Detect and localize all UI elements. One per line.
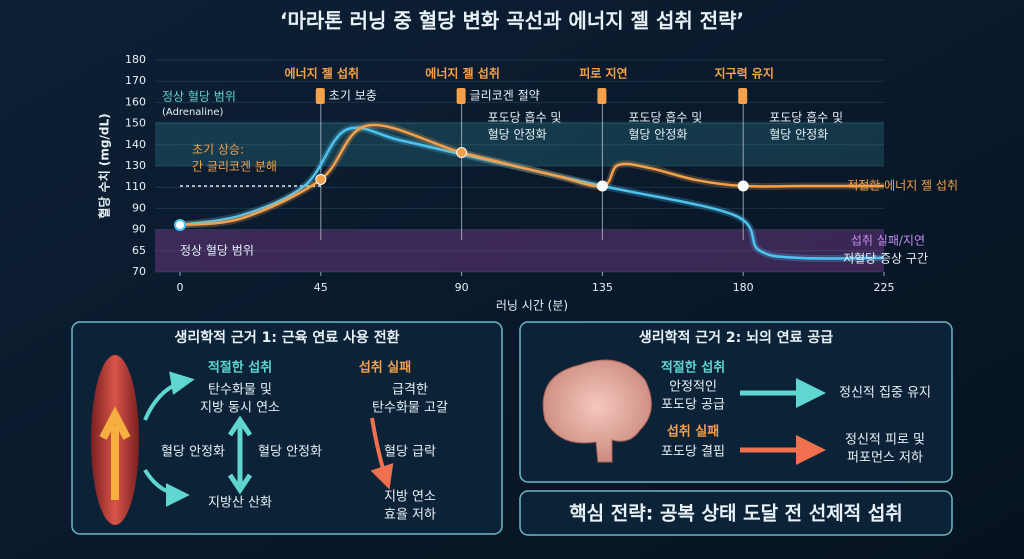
y-tick-label: 160 xyxy=(125,95,146,108)
marker xyxy=(315,173,327,185)
y-tick-label: 65 xyxy=(132,244,146,257)
annotation: 초기 상승: xyxy=(192,143,244,157)
gel-icon xyxy=(315,88,325,104)
event-sub: 포도당 흡수 및 xyxy=(628,111,702,125)
event-title: 피로 지연 xyxy=(579,66,627,81)
y-tick-label: 150 xyxy=(125,117,146,130)
marker xyxy=(174,218,186,231)
text: 혈당 급락 xyxy=(384,445,436,460)
band xyxy=(155,121,884,166)
y-tick-label: 140 xyxy=(125,138,146,151)
text: 혈당 안정화 xyxy=(161,445,225,460)
text: 탄수화물 및 xyxy=(208,383,272,398)
x-tick-label: 135 xyxy=(592,281,613,294)
annotation: 간 글리코겐 분해 xyxy=(192,160,277,174)
event-title: 에너지 젤 섭취 xyxy=(284,66,359,81)
text: 탄수화물 고갈 xyxy=(372,401,448,416)
x-tick-label: 225 xyxy=(874,281,895,294)
y-tick-label: 170 xyxy=(125,74,146,87)
text: 정신적 피로 및 xyxy=(845,433,925,448)
arrow xyxy=(143,468,190,507)
plot: 정상 혈당 범위 (Adrenaline) 정상 혈당 범위 180 170 160 150… xyxy=(97,53,959,313)
text: 지방 연소 xyxy=(384,490,436,505)
text: 퍼포먼스 저하 xyxy=(847,451,923,466)
y-tick-label: 90 xyxy=(132,223,146,236)
text: 혈당 안정화 xyxy=(258,445,322,460)
legend-label: 섭취 실패/지연 xyxy=(851,234,925,248)
x-tick-label: 180 xyxy=(733,281,754,294)
heading: 섭취 실패 xyxy=(667,424,719,440)
event-title: 에너지 젤 섭취 xyxy=(425,66,500,81)
band-label: 정상 혈당 범위 xyxy=(180,243,254,257)
event-sub: 혈당 안정화 xyxy=(769,128,828,142)
text: 급격한 xyxy=(392,383,428,398)
text: 지방 동시 연소 xyxy=(200,401,280,416)
y-tick-label: 70 xyxy=(132,265,146,278)
text: 정신적 집중 유지 xyxy=(839,386,931,401)
x-tick-label: 90 xyxy=(455,281,469,294)
heading: 적절한 섭취 xyxy=(208,360,272,376)
gel-icon xyxy=(738,88,748,104)
event-sub: 포도당 흡수 및 xyxy=(488,111,562,125)
panel-title: 생리학적 근거 1: 근육 연료 사용 전환 xyxy=(175,329,400,346)
gel-icon xyxy=(456,88,466,104)
brain-icon xyxy=(542,359,652,463)
heading: 섭취 실패 xyxy=(359,360,411,376)
gel-icon xyxy=(597,88,607,104)
arrow xyxy=(143,371,195,421)
y-tick-label: 180 xyxy=(125,53,146,66)
marker xyxy=(737,180,749,192)
event-sub: 혈당 안정화 xyxy=(488,128,547,142)
marker xyxy=(596,180,608,192)
x-tick-label: 45 xyxy=(314,281,328,294)
y-tick-label: 90 xyxy=(132,201,146,214)
event-sub: 포도당 흡수 및 xyxy=(769,111,843,125)
band-label: 정상 혈당 범위 xyxy=(162,90,236,104)
legend-label: 적절한 에너지 젤 섭취 xyxy=(847,179,958,193)
marker xyxy=(456,147,468,159)
title: ‘마라톤 러닝 중 혈당 변화 곡선과 에너지 젤 섭취 전략’ xyxy=(280,9,744,33)
strategy: 핵심 전략: 공복 상태 도달 전 선제적 섭취 xyxy=(569,503,903,525)
text: 안정적인 xyxy=(669,380,717,395)
x-tick-label: 0 xyxy=(177,281,184,294)
y-tick-label: 110 xyxy=(125,180,146,193)
event-sub: 혈당 안정화 xyxy=(628,128,687,142)
arrow xyxy=(370,417,394,490)
arrow xyxy=(227,415,253,495)
legend-sublabel: 저혈당 증상 구간 xyxy=(843,252,928,266)
strategy-box xyxy=(519,490,953,536)
text: 포도당 결핍 xyxy=(661,445,725,460)
event-title: 지구력 유지 xyxy=(715,66,774,81)
y-tick-label: 130 xyxy=(125,159,146,172)
text: 포도당 공급 xyxy=(661,398,725,413)
muscle-arrow xyxy=(99,406,131,500)
text: 지방산 산화 xyxy=(208,496,272,511)
event-text: 초기 보충 xyxy=(329,89,377,103)
text: 효율 저하 xyxy=(384,508,436,523)
panel-title: 생리학적 근거 2: 뇌의 연료 공급 xyxy=(639,329,833,346)
x-axis-label: 러닝 시간 (분) xyxy=(496,299,568,313)
band-sublabel: (Adrenaline) xyxy=(162,107,223,118)
panel-frame xyxy=(519,321,953,483)
event-text: 글리코겐 절약 xyxy=(470,88,540,103)
heading: 적절한 섭취 xyxy=(661,360,725,376)
y-axis-label: 혈당 수치 (mg/dL) xyxy=(97,113,112,218)
